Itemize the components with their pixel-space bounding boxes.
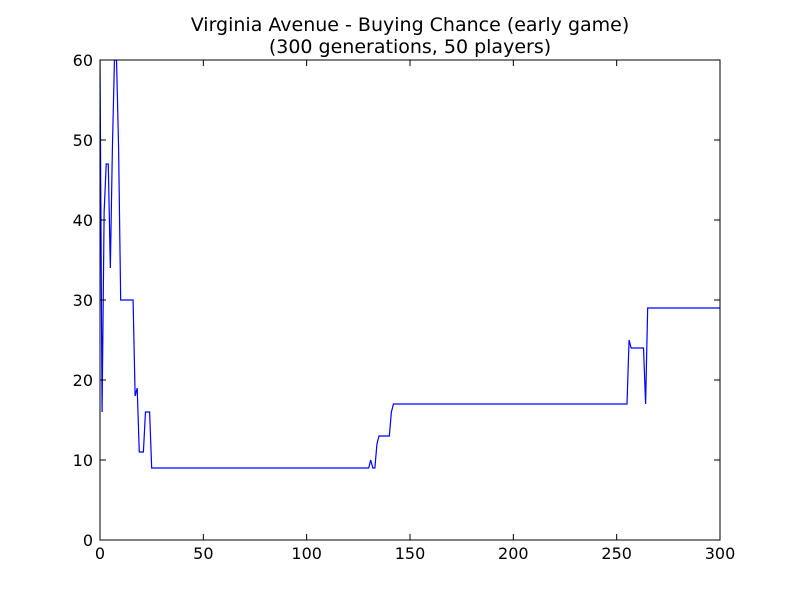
y-tick-label: 20 [73, 371, 93, 390]
series-line [100, 60, 720, 469]
y-tick-label: 10 [73, 451, 93, 470]
x-tick-label: 150 [395, 544, 426, 563]
y-tick-label: 40 [73, 211, 93, 230]
x-tick-label: 0 [95, 544, 105, 563]
y-tick-label: 50 [73, 131, 93, 150]
chart-title: Virginia Avenue - Buying Chance (early g… [191, 14, 630, 36]
x-tick-label: 300 [705, 544, 736, 563]
x-tick-label: 250 [601, 544, 632, 563]
chart-subtitle: (300 generations, 50 players) [269, 36, 551, 58]
y-tick-label: 0 [83, 531, 93, 550]
y-tick-label: 60 [73, 51, 93, 70]
x-tick-label: 100 [291, 544, 322, 563]
plot-area: 0 50 100 150 200 250 300 0 10 20 30 40 50 60 [73, 51, 736, 563]
x-tick-label: 50 [193, 544, 213, 563]
y-tick-label: 30 [73, 291, 93, 310]
x-tick-label: 200 [498, 544, 529, 563]
